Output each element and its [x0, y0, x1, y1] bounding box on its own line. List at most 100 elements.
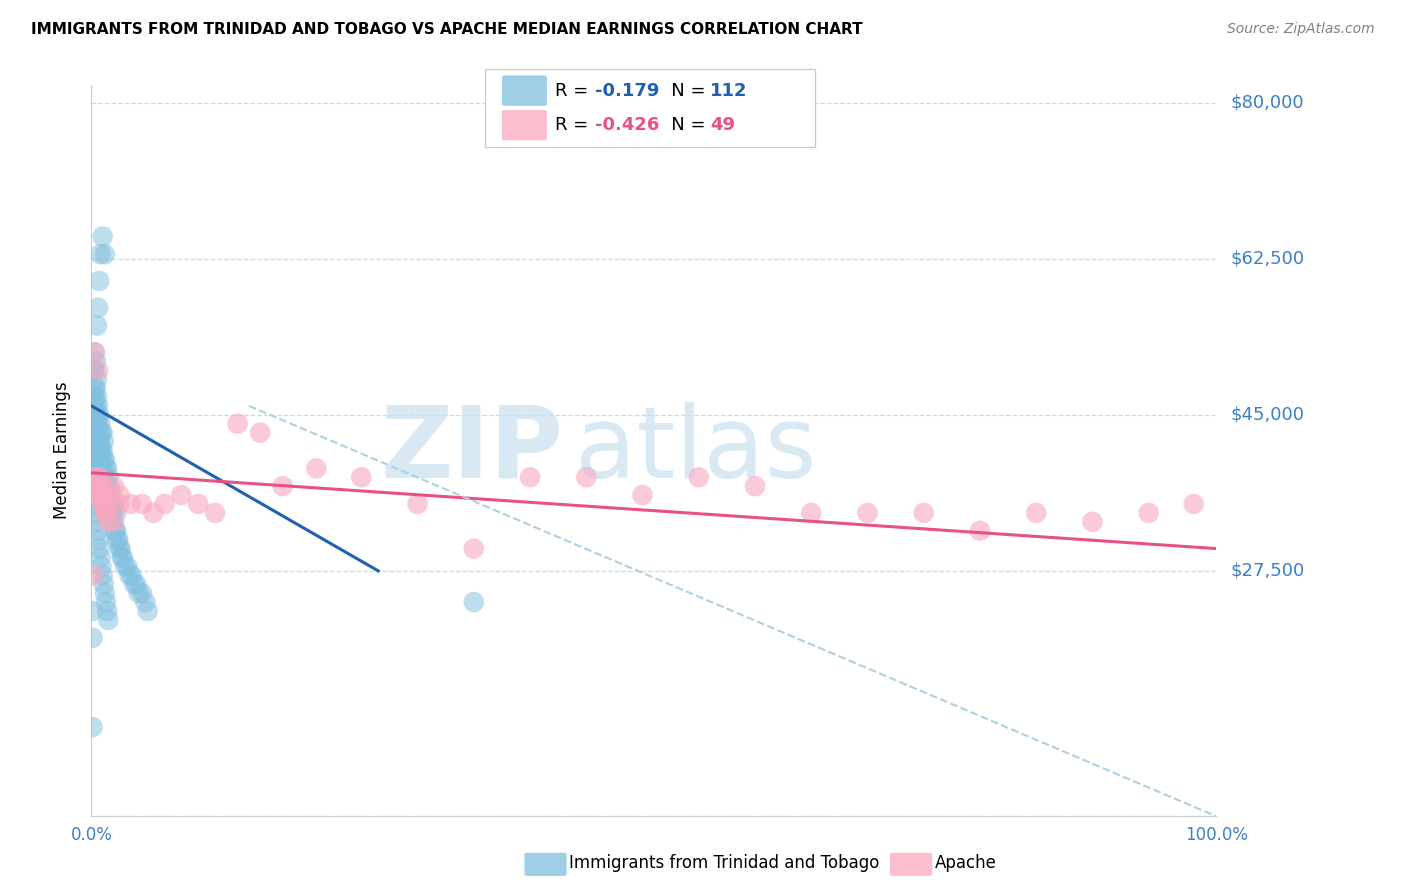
- Point: [82, 434, 104, 449]
- Point: [131, 497, 153, 511]
- Point: [631, 488, 654, 502]
- Point: [97, 515, 120, 529]
- Point: [83, 390, 105, 404]
- Point: [83, 381, 105, 395]
- Point: [87, 301, 110, 315]
- Point: [83, 568, 105, 582]
- Point: [83, 408, 105, 422]
- Point: [100, 506, 122, 520]
- Point: [271, 479, 294, 493]
- Point: [84, 381, 107, 395]
- Point: [94, 247, 117, 261]
- Point: [101, 506, 124, 520]
- Point: [89, 452, 111, 467]
- Point: [688, 470, 710, 484]
- Text: atlas: atlas: [575, 402, 817, 499]
- Point: [100, 497, 122, 511]
- Point: [187, 497, 209, 511]
- Point: [134, 595, 156, 609]
- Point: [86, 318, 108, 333]
- Point: [305, 461, 328, 475]
- Point: [87, 417, 110, 431]
- Point: [89, 425, 111, 440]
- Point: [87, 434, 110, 449]
- Point: [94, 595, 117, 609]
- Point: [91, 425, 114, 440]
- Point: [969, 524, 991, 538]
- Point: [108, 541, 131, 556]
- Point: [83, 470, 105, 484]
- Point: [82, 470, 104, 484]
- Point: [94, 470, 117, 484]
- Point: [125, 577, 148, 591]
- Text: Apache: Apache: [935, 855, 997, 872]
- Point: [83, 452, 105, 467]
- Point: [111, 550, 134, 565]
- Point: [94, 586, 117, 600]
- Point: [91, 479, 114, 493]
- Point: [98, 497, 121, 511]
- Point: [97, 613, 120, 627]
- Point: [84, 399, 107, 413]
- Point: [90, 452, 112, 467]
- Point: [90, 470, 112, 484]
- Point: [94, 506, 117, 520]
- Point: [87, 399, 110, 413]
- Point: [103, 497, 125, 511]
- Point: [82, 720, 104, 734]
- Point: [87, 363, 110, 377]
- Point: [142, 506, 165, 520]
- Point: [107, 533, 129, 547]
- Point: [120, 497, 142, 511]
- Point: [105, 506, 128, 520]
- Text: -0.426: -0.426: [595, 116, 659, 134]
- Point: [105, 533, 128, 547]
- Point: [128, 586, 150, 600]
- Point: [84, 417, 107, 431]
- Point: [87, 524, 110, 538]
- Point: [89, 408, 111, 422]
- Point: [1081, 515, 1104, 529]
- Point: [83, 479, 105, 493]
- Point: [97, 488, 120, 502]
- Point: [86, 479, 108, 493]
- Point: [89, 488, 111, 502]
- Point: [89, 274, 111, 288]
- Point: [204, 506, 226, 520]
- Point: [800, 506, 823, 520]
- Point: [96, 604, 118, 618]
- Point: [131, 586, 153, 600]
- Point: [83, 470, 105, 484]
- Point: [89, 550, 111, 565]
- Y-axis label: Median Earnings: Median Earnings: [52, 382, 70, 519]
- Point: [1182, 497, 1205, 511]
- Point: [91, 461, 114, 475]
- Point: [94, 479, 117, 493]
- Point: [103, 479, 125, 493]
- Point: [350, 470, 373, 484]
- Point: [83, 434, 105, 449]
- Point: [1025, 506, 1047, 520]
- Point: [93, 577, 115, 591]
- Text: $27,500: $27,500: [1230, 562, 1305, 580]
- Point: [519, 470, 541, 484]
- Point: [1137, 506, 1160, 520]
- Text: IMMIGRANTS FROM TRINIDAD AND TOBAGO VS APACHE MEDIAN EARNINGS CORRELATION CHART: IMMIGRANTS FROM TRINIDAD AND TOBAGO VS A…: [31, 22, 862, 37]
- Point: [122, 577, 145, 591]
- Point: [86, 390, 108, 404]
- Text: R =: R =: [555, 82, 595, 100]
- Text: N =: N =: [654, 116, 711, 134]
- Point: [111, 550, 134, 565]
- Point: [103, 515, 125, 529]
- Point: [96, 479, 118, 493]
- Point: [83, 390, 105, 404]
- Point: [83, 399, 105, 413]
- Point: [89, 541, 111, 556]
- Point: [89, 417, 111, 431]
- Text: N =: N =: [654, 82, 711, 100]
- Point: [118, 568, 141, 582]
- Point: [89, 247, 111, 261]
- Text: -0.179: -0.179: [595, 82, 659, 100]
- Point: [89, 443, 111, 458]
- Text: ZIP: ZIP: [381, 402, 564, 499]
